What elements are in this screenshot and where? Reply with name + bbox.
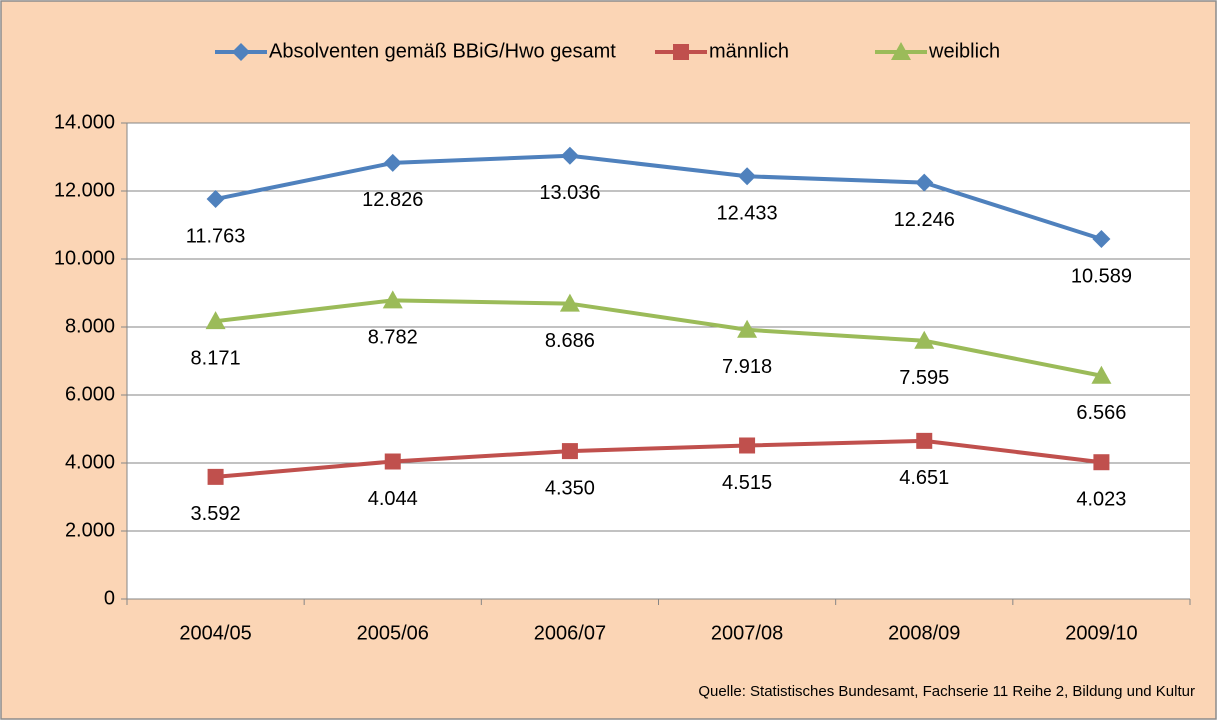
data-label: 12.826: [362, 189, 423, 211]
data-label: 7.918: [722, 356, 772, 378]
marker: [559, 293, 580, 312]
x-tick-label: 2009/10: [1065, 622, 1137, 644]
y-tick-label: 6.000: [65, 383, 115, 405]
legend-marker: [673, 44, 689, 60]
x-tick-label: 2006/07: [534, 622, 606, 644]
legend-label: weiblich: [928, 40, 1000, 62]
data-label: 4.515: [722, 472, 772, 494]
marker: [384, 453, 401, 470]
marker: [739, 437, 756, 454]
x-tick-label: 2008/09: [888, 622, 960, 644]
data-label: 4.651: [899, 467, 949, 489]
data-label: 11.763: [186, 225, 246, 247]
data-label: 13.036: [539, 182, 600, 204]
y-tick-label: 10.000: [54, 247, 115, 269]
y-tick-label: 12.000: [54, 179, 115, 201]
x-tick-label: 2004/05: [179, 622, 251, 644]
data-label: 7.595: [899, 367, 949, 389]
data-label: 6.566: [1076, 402, 1126, 424]
data-label: 12.433: [716, 203, 777, 225]
data-label: 8.782: [368, 327, 418, 349]
series-line: [215, 438, 1102, 479]
legend-marker: [232, 43, 250, 61]
marker: [916, 432, 933, 449]
series-line: [215, 298, 1102, 378]
data-label: 8.171: [191, 347, 241, 369]
x-tick-label: 2007/08: [711, 622, 783, 644]
marker: [560, 146, 579, 165]
marker: [207, 468, 224, 485]
y-tick-label: 0: [104, 587, 115, 609]
marker: [206, 190, 225, 209]
marker: [1092, 229, 1111, 248]
y-tick-label: 8.000: [65, 315, 115, 337]
y-tick-label: 14.000: [54, 111, 115, 133]
marker: [205, 311, 226, 330]
marker: [1091, 365, 1112, 384]
marker: [737, 319, 758, 338]
x-tick-label: 2005/06: [357, 622, 429, 644]
y-tick-label: 2.000: [65, 519, 115, 541]
data-label: 8.686: [545, 330, 595, 352]
plot-area: [127, 123, 1190, 599]
legend-label: männlich: [709, 40, 789, 62]
marker: [383, 153, 402, 172]
data-label: 4.023: [1076, 488, 1126, 510]
series-line: [215, 153, 1103, 241]
data-label: 12.246: [894, 209, 955, 231]
data-label: 10.589: [1071, 265, 1132, 287]
legend-label: Absolventen gemäß BBiG/Hwo gesamt: [269, 40, 616, 62]
marker: [1093, 454, 1110, 471]
data-label: 4.044: [368, 488, 418, 510]
marker: [914, 330, 935, 349]
y-tick-label: 4.000: [65, 451, 115, 473]
marker: [382, 290, 403, 309]
marker: [915, 173, 934, 192]
marker: [561, 443, 578, 460]
source-note: Quelle: Statistisches Bundesamt, Fachser…: [698, 683, 1195, 700]
legend-marker: [891, 42, 911, 60]
data-label: 3.592: [191, 503, 241, 525]
marker: [738, 167, 757, 186]
data-label: 4.350: [545, 477, 595, 499]
